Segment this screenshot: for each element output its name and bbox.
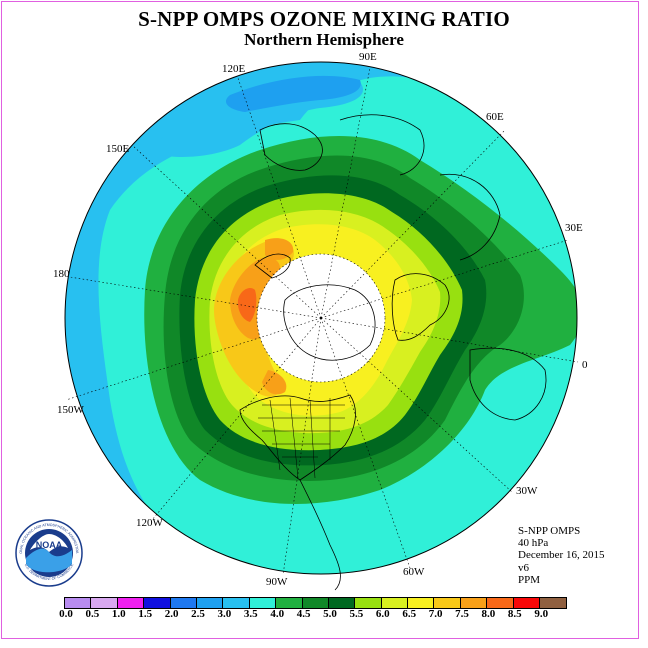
map-subtitle: Northern Hemisphere bbox=[244, 30, 404, 49]
colorbar-swatch bbox=[434, 598, 461, 608]
colorbar-swatch bbox=[223, 598, 250, 608]
colorbar-swatch bbox=[249, 598, 277, 608]
colorbar-tick-label: 6.5 bbox=[402, 608, 417, 620]
colorbar-swatch bbox=[513, 598, 541, 608]
info-block: S-NPP OMPS 40 hPa December 16, 2015 v6 P… bbox=[518, 525, 604, 586]
lon-label-30e: 30E bbox=[565, 222, 583, 234]
info-pressure: 40 hPa bbox=[518, 537, 549, 550]
colorbar-swatch bbox=[170, 598, 197, 608]
lon-label-150e: 150E bbox=[106, 143, 130, 155]
colorbar-swatch bbox=[460, 598, 488, 608]
colorbar-swatch bbox=[540, 598, 567, 608]
field-7.5-8.0-c bbox=[262, 370, 287, 395]
image-frame bbox=[1, 1, 639, 639]
field-8.0-8.5 bbox=[237, 288, 257, 322]
colorbar-tick-label: 2.0 bbox=[164, 608, 179, 620]
colorbar-swatch bbox=[328, 598, 356, 608]
lon-label-90e: 90E bbox=[359, 51, 377, 63]
map-title: S-NPP OMPS OZONE MIXING RATIO bbox=[138, 7, 510, 31]
colorbar-tick-label: 8.5 bbox=[507, 608, 522, 620]
colorbar-tick-label: 5.0 bbox=[323, 608, 337, 620]
colorbar-swatch bbox=[117, 598, 145, 608]
lon-label-180: 180 bbox=[53, 268, 70, 280]
coastlines bbox=[239, 114, 547, 591]
colorbar-swatch bbox=[302, 598, 329, 608]
colorbar-swatch bbox=[65, 598, 92, 608]
colorbar-tick-label: 8.0 bbox=[481, 608, 496, 620]
us-states-grid bbox=[258, 397, 345, 479]
info-date: December 16, 2015 bbox=[518, 549, 605, 562]
lon-label-60w: 60W bbox=[403, 566, 425, 578]
info-units: PPM bbox=[518, 573, 541, 586]
colorbar-tick-label: 0.0 bbox=[59, 608, 73, 620]
colorbar-swatch bbox=[408, 598, 435, 608]
lon-label-120w: 120W bbox=[136, 517, 163, 529]
colorbar-tick-label: 6.0 bbox=[375, 608, 390, 620]
colorbar-tick-label: 4.0 bbox=[270, 608, 285, 620]
colorbar-tick-label: 1.5 bbox=[138, 608, 153, 620]
colorbar-tick-label: 9.0 bbox=[534, 608, 549, 620]
lon-label-90w: 90W bbox=[266, 576, 288, 588]
colorbar-tick-label: 2.5 bbox=[191, 608, 205, 620]
colorbar-tick-label: 7.5 bbox=[455, 608, 469, 620]
info-instrument: S-NPP OMPS bbox=[518, 525, 581, 537]
map-boundary bbox=[64, 61, 578, 575]
lon-label-60e: 60E bbox=[486, 111, 504, 123]
colorbar-swatch bbox=[91, 598, 118, 608]
colorbar-swatch bbox=[355, 598, 382, 608]
colorbar-tick-label: 1.0 bbox=[111, 608, 126, 620]
colorbar bbox=[64, 597, 568, 609]
colorbar-swatch bbox=[487, 598, 514, 608]
lon-label-30w: 30W bbox=[516, 485, 538, 497]
noaa-logo: NOAA NATIONAL OCEANIC AND ATMOSPHERIC AD… bbox=[14, 518, 83, 587]
colorbar-swatch bbox=[144, 598, 171, 608]
graticule bbox=[65, 67, 579, 576]
lon-label-120e: 120E bbox=[222, 63, 246, 75]
colorbar-tick-label: 4.5 bbox=[296, 608, 311, 620]
colorbar-ticks: 0.0 0.5 1.0 1.5 2.0 2.5 3.0 3.5 4.0 4.5 5.0 5.5 6.0 6… bbox=[0, 608, 648, 622]
lon-label-150w: 150W bbox=[57, 404, 84, 416]
lon-label-0: 0 bbox=[582, 359, 588, 371]
colorbar-tick-label: 7.0 bbox=[428, 608, 443, 620]
colorbar-tick-label: 3.5 bbox=[243, 608, 258, 620]
colorbar-swatch bbox=[196, 598, 224, 608]
info-version: v6 bbox=[518, 561, 529, 574]
field-2.5-3.0 bbox=[225, 75, 361, 112]
colorbar-tick-label: 3.0 bbox=[217, 608, 232, 620]
colorbar-swatch bbox=[381, 598, 409, 608]
colorbar-swatch bbox=[276, 598, 303, 608]
colorbar-tick-label: 0.5 bbox=[85, 608, 100, 620]
svg-text:NOAA: NOAA bbox=[36, 540, 63, 550]
colorbar-tick-label: 5.5 bbox=[349, 608, 364, 620]
